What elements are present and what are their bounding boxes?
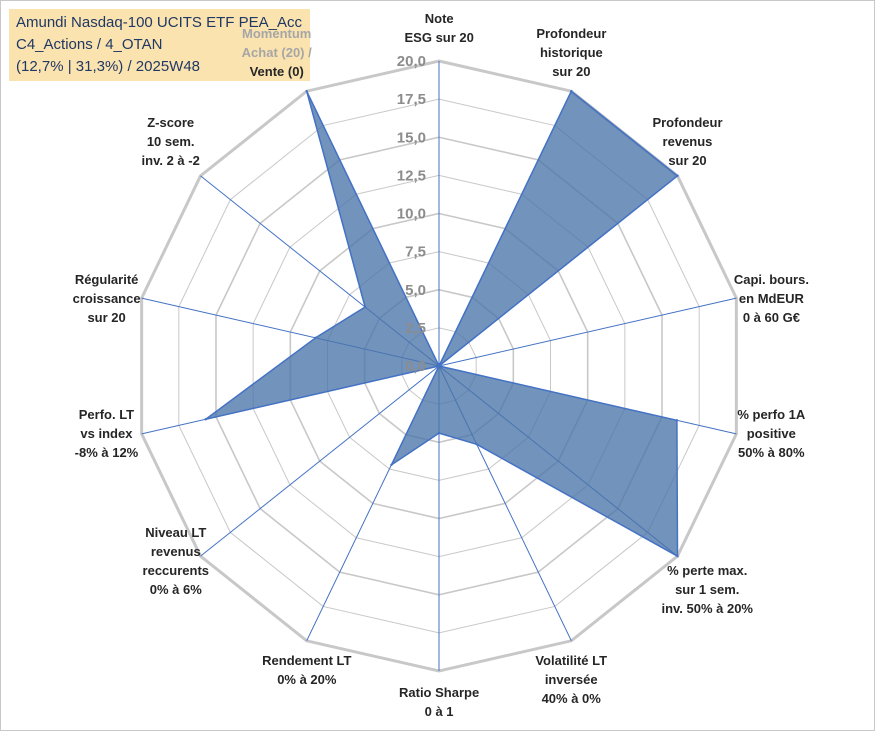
axis-label-line: Niveau LT <box>145 525 207 541</box>
axis-label-line: 0% à 6% <box>149 582 202 598</box>
data-point <box>314 336 317 339</box>
title-line-1: Amundi Nasdaq-100 UCITS ETF PEA_Acc <box>16 14 302 31</box>
axis-label-line: sur 20 <box>87 309 126 325</box>
axis-label-line: -8% à 12% <box>74 445 139 461</box>
axis-label-line: Achat (20) / <box>241 45 312 61</box>
data-point <box>305 90 308 93</box>
axis-label-line: Profondeur <box>652 114 723 130</box>
axis-label: Note ESG sur 20 <box>405 9 474 47</box>
axis-label-line: vs index <box>80 426 133 442</box>
axis-label-line: ESG sur 20 <box>404 30 474 45</box>
axis-label: Régularité croissance sur 20 <box>73 270 141 327</box>
axis-label-line: inv. 50% à 20% <box>661 601 753 617</box>
title-line-2: C4_Actions / 4_OTAN <box>16 36 163 53</box>
title-line-3: (12,7% | 31,3%) / 2025W48 <box>16 58 200 75</box>
data-point <box>676 555 679 558</box>
axis-label-line: Note <box>424 11 454 26</box>
axis-label: % perte max. sur 1 sem. inv. 50% à 20% <box>661 561 753 618</box>
data-point <box>676 174 679 177</box>
axis-label-line: Z-score <box>147 114 195 130</box>
axis-label-line: reccurents <box>142 563 210 579</box>
axis-label-line: Profondeur <box>536 26 607 42</box>
axis-label: Profondeur revenus sur 20 <box>652 113 722 170</box>
axis-label-line: Rendement LT <box>262 652 352 668</box>
axis-label: Ratio Sharpe 0 à 1 <box>399 683 479 721</box>
data-point <box>675 419 679 422</box>
axis-label: Z-score 10 sem. inv. 2 à -2 <box>142 113 200 170</box>
data-point <box>570 90 573 93</box>
tick-label: 20,0 <box>397 53 426 70</box>
data-point <box>437 364 441 368</box>
data-point <box>363 305 367 309</box>
tick-label: 2,5 <box>405 320 426 337</box>
axis-spoke <box>438 297 737 367</box>
tick-labels: 0,0 2,5 5,0 7,5 10,0 12,5 15,0 17,5 20,0 <box>397 53 426 375</box>
axis-label-line: historique <box>539 45 603 61</box>
axis-label-line: sur 1 sem. <box>675 582 740 598</box>
axis-label-line: 0 à 1 <box>424 704 454 719</box>
axis-label-line: Capi. bours. <box>733 271 809 287</box>
tick-label: 15,0 <box>397 129 426 146</box>
tick-label: 0,0 <box>405 358 426 375</box>
tick-label: 5,0 <box>405 282 426 299</box>
axis-label-line: % perte max. <box>667 563 748 579</box>
axis-label: Momentum Achat (20) / Vente (0) <box>242 24 312 81</box>
axis-label-line: 0% à 20% <box>277 671 337 687</box>
data-point <box>204 418 207 421</box>
axis-label: Perfo. LT vs index -8% à 12% <box>75 405 139 462</box>
series-area <box>204 90 679 557</box>
series <box>204 90 679 558</box>
chart-title: Amundi Nasdaq-100 UCITS ETF PEA_Acc C4_A… <box>9 9 310 81</box>
axis-label: Rendement LT 0% à 20% <box>262 651 351 689</box>
axis-label-line: revenus <box>662 133 713 149</box>
axis-label-line: positive <box>746 426 796 442</box>
axis-label-line: Volatilité LT <box>535 652 608 668</box>
tick-label: 12,5 <box>397 167 426 184</box>
tick-label: 17,5 <box>397 91 426 108</box>
data-point <box>437 431 441 435</box>
axis-label: Niveau LT revenus reccurents 0% à 6% <box>143 523 209 599</box>
axis-label-line: Régularité <box>74 271 139 287</box>
axis-label-line: en MdEUR <box>738 290 804 306</box>
tick-label: 7,5 <box>405 244 426 261</box>
axis-label-line: 0 à 60 G€ <box>742 309 800 325</box>
axis-label-line: sur 20 <box>668 152 707 168</box>
data-point <box>390 463 393 467</box>
axis-label-line: revenus <box>150 544 201 560</box>
axis-label-line: inv. 2 à -2 <box>141 152 200 168</box>
axis-label-line: % perfo 1A <box>737 407 806 423</box>
data-point <box>475 443 478 446</box>
axis-label-line: Vente (0) <box>249 64 304 80</box>
axis-label-line: 10 sem. <box>146 133 195 149</box>
axis-label: Capi. bours. en MdEUR 0 à 60 G€ <box>734 270 809 327</box>
axis-label-line: croissance <box>72 290 141 306</box>
axis-label-line: 50% à 80% <box>738 445 805 461</box>
axis-label-line: inversée <box>544 671 598 687</box>
axis-label-line: Ratio Sharpe <box>399 685 480 700</box>
axis-label-line: Perfo. LT <box>78 407 135 423</box>
tick-label: 10,0 <box>397 206 426 223</box>
axis-label: % perfo 1A positive 50% à 80% <box>737 405 805 462</box>
axis-label-line: sur 20 <box>552 64 591 80</box>
axis-label: Volatilité LT inversée 40% à 0% <box>535 651 607 708</box>
axis-label-line: 40% à 0% <box>541 690 601 706</box>
axis-label: Profondeur historique sur 20 <box>536 24 606 81</box>
axis-label-line: Momentum <box>242 26 312 42</box>
axis-spoke <box>200 365 440 557</box>
